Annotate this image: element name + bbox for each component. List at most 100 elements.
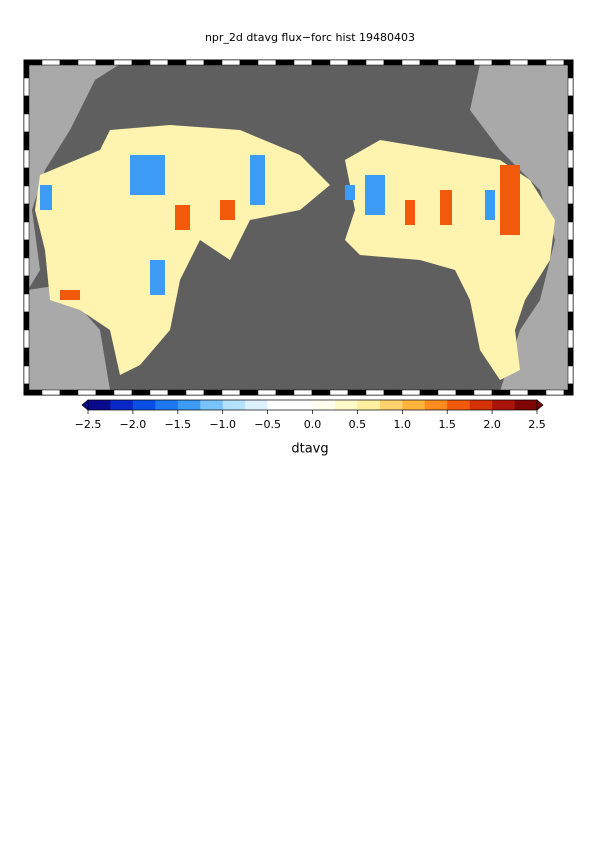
border-segment <box>221 389 241 396</box>
colorbar-tick-label: 0.0 <box>304 418 322 431</box>
border-segment <box>365 389 385 396</box>
colorbar-segment <box>402 400 426 410</box>
border-segment <box>567 203 574 223</box>
border-segment <box>527 389 547 396</box>
border-segment <box>77 59 97 66</box>
colorbar-tick-label: 2.5 <box>528 418 546 431</box>
colorbar: −2.5 −2.0 −1.5 −1.0 −0.5 0.0 0.5 1.0 1.5 2.0 2.5 <box>75 399 546 431</box>
border-segment <box>41 59 61 66</box>
border-segment <box>455 389 475 396</box>
border-segment <box>149 389 169 396</box>
border-segment <box>347 389 367 396</box>
border-segment <box>113 59 133 66</box>
border-segment <box>23 329 30 349</box>
border-segment <box>257 389 277 396</box>
border-segment <box>567 167 574 187</box>
border-segment <box>473 59 493 66</box>
border-segment <box>23 311 30 331</box>
border-segment <box>473 389 493 396</box>
border-segment <box>23 239 30 259</box>
colorbar-tick-label: −0.5 <box>254 418 281 431</box>
border-segment <box>567 239 574 259</box>
border-segment <box>275 59 295 66</box>
border-segment <box>23 185 30 205</box>
colorbar-tick-label: −1.0 <box>209 418 236 431</box>
border-segment <box>383 389 403 396</box>
border-segment <box>311 389 331 396</box>
border-segment <box>23 167 30 187</box>
colorbar-segment <box>447 400 470 410</box>
colorbar-segment <box>312 400 336 410</box>
land <box>470 64 570 391</box>
border-segment <box>239 389 259 396</box>
colorbar-segment <box>177 400 201 410</box>
border-segment <box>23 77 30 97</box>
border-segment <box>567 311 574 331</box>
colorbar-segment <box>88 400 111 410</box>
border-segment <box>401 389 421 396</box>
data-patches <box>60 165 520 300</box>
border-segment <box>567 383 574 396</box>
border-segment <box>567 59 574 79</box>
border-segment <box>95 389 115 396</box>
border-segment <box>567 185 574 205</box>
border-segment <box>329 59 349 66</box>
map <box>23 59 574 396</box>
border-segment <box>567 95 574 115</box>
border-segment <box>167 389 187 396</box>
border-segment <box>131 59 151 66</box>
border-segment <box>23 347 30 367</box>
border-segment <box>23 221 30 241</box>
border-segment <box>23 383 30 396</box>
border-segment <box>167 59 187 66</box>
border-segment <box>491 389 511 396</box>
border-segment <box>23 203 30 223</box>
border-segment <box>23 275 30 295</box>
border-segment <box>185 59 205 66</box>
colorbar-segment <box>155 400 179 410</box>
border-segment <box>437 59 457 66</box>
border-segment <box>23 113 30 133</box>
border-segment <box>347 59 367 66</box>
border-segment <box>567 329 574 349</box>
land <box>28 285 110 391</box>
border-segment <box>239 59 259 66</box>
data-patches <box>40 155 495 295</box>
colorbar-segment <box>290 400 313 410</box>
colorbar-segment <box>469 400 493 410</box>
border-segment <box>567 113 574 133</box>
colorbar-segment <box>267 400 291 410</box>
border-segment <box>311 59 331 66</box>
border-segment <box>23 149 30 169</box>
border-segment <box>221 59 241 66</box>
border-segment <box>509 59 529 66</box>
border-segment <box>77 389 97 396</box>
border-segment <box>437 389 457 396</box>
border-segment <box>567 347 574 367</box>
colorbar-segment <box>334 400 358 410</box>
colorbar-tick-label: −2.5 <box>75 418 102 431</box>
colorbar-segment <box>200 400 223 410</box>
border-segment <box>293 389 313 396</box>
border-segment <box>41 389 61 396</box>
border-segment <box>567 275 574 295</box>
border-segment <box>567 365 574 385</box>
border-segment <box>567 293 574 313</box>
colorbar-segment <box>492 400 515 410</box>
border-segment <box>567 257 574 277</box>
border-segment <box>275 389 295 396</box>
border-segment <box>419 389 439 396</box>
land <box>28 64 120 290</box>
colorbar-tick-label: 0.5 <box>349 418 367 431</box>
colorbar-segment <box>424 400 448 410</box>
colorbar-segment <box>245 400 268 410</box>
border-segment <box>545 59 565 66</box>
colorbar-segment <box>379 400 403 410</box>
border-segment <box>149 59 169 66</box>
colorbar-segment <box>132 400 156 410</box>
border-segment <box>59 389 79 396</box>
border-segment <box>131 389 151 396</box>
colorbar-tick-label: −1.5 <box>164 418 191 431</box>
border-segment <box>293 59 313 66</box>
